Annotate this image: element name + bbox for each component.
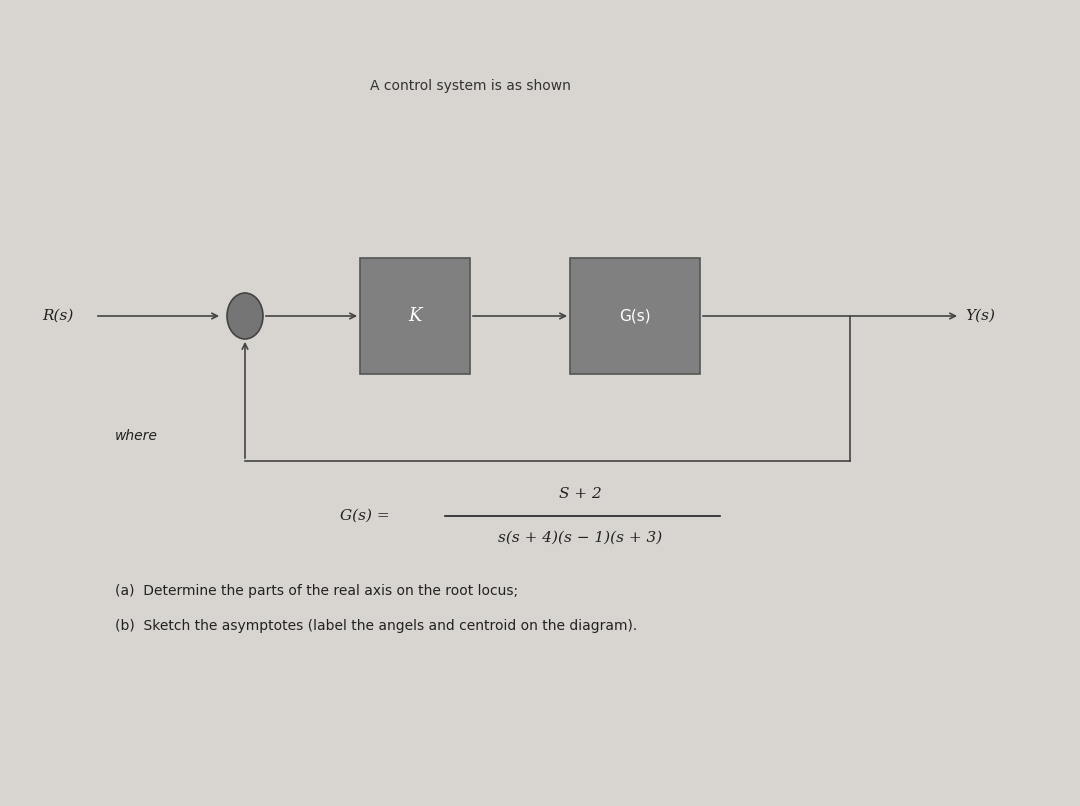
Text: (a)  Determine the parts of the real axis on the root locus;: (a) Determine the parts of the real axis… [114,584,518,598]
Text: G(s) =: G(s) = [340,509,390,523]
Text: G(s): G(s) [619,309,651,323]
Text: Y(s): Y(s) [966,309,995,323]
Bar [360,258,470,374]
Ellipse shape [227,293,264,339]
Text: where: where [114,429,158,443]
Text: S + 2: S + 2 [558,487,602,501]
Text: (b)  Sketch the asymptotes (label the angels and centroid on the diagram).: (b) Sketch the asymptotes (label the ang… [114,619,637,633]
Text: K: K [408,307,422,325]
Text: R(s): R(s) [42,309,73,323]
Text: s(s + 4)(s − 1)(s + 3): s(s + 4)(s − 1)(s + 3) [498,531,662,545]
Text: A control system is as shown: A control system is as shown [370,79,571,93]
Bar [570,258,700,374]
